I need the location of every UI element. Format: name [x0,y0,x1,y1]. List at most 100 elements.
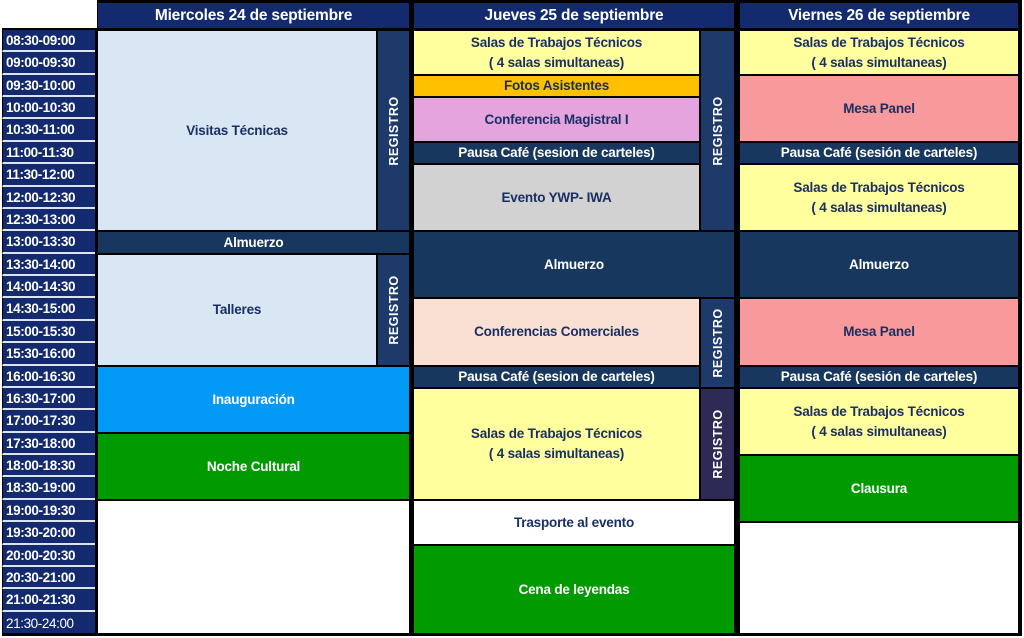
event-label: Salas de Trabajos Técnicos [793,34,965,50]
event-almuerzo: Almuerzo [739,231,1019,298]
registro-strip-label: REGISTRO [710,95,725,166]
day-header-viernes-26-de-septiembre: Viernes 26 de septiembre [739,2,1019,29]
event-salas-de-trabajos-tecnicos: Salas de Trabajos Técnicos ( 4 salas simu… [413,30,700,75]
time-slot-11-30-12-00: 11:30-12:00 [2,164,95,187]
event-empty-cell [739,522,1019,634]
event-label-line2: ( 4 salas simultaneas) [811,423,947,439]
event-label: Visitas Técnicas [186,122,288,138]
time-slot-17-00-17-30: 17:00-17:30 [2,410,95,433]
event-label: Pausa Café (sesión de carteles) [780,145,978,161]
time-slot-19-30-20-00: 19:30-20:00 [2,522,95,545]
time-slot-09-00-09-30: 09:00-09:30 [2,52,95,75]
event-label: Mesa Panel [843,100,915,116]
registro-strip-label: REGISTRO [386,95,401,166]
grid-divider [95,28,97,634]
registro-strip: REGISTRO [700,388,735,500]
time-slot-10-30-11-00: 10:30-11:00 [2,119,95,142]
event-label: Inauguración [212,391,295,407]
event-label: Conferencias Comerciales [474,324,639,340]
event-pausa-cafe-sesion-de-carteles: Pausa Café (sesión de carteles) [739,142,1019,164]
time-slot-14-30-15-00: 14:30-15:00 [2,298,95,321]
time-slot-15-00-15-30: 15:00-15:30 [2,321,95,343]
event-salas-de-trabajos-tecnicos: Salas de Trabajos Técnicos ( 4 salas simu… [413,388,700,500]
time-slot-17-30-18-00: 17:30-18:00 [2,433,95,455]
event-evento-ywp-iwa: Evento YWP- IWA [413,164,700,231]
event-label-line2: ( 4 salas simultaneas) [488,446,625,461]
event-label: Salas de Trabajos Técnicos [470,34,643,50]
registro-strip: REGISTRO [377,254,410,366]
time-slot-15-30-16-00: 15:30-16:00 [2,343,95,366]
time-slot-21-30-24-00: 21:30-24:00 [2,612,95,634]
grid-divider [2,28,1022,30]
event-label: Fotos Asistentes [503,78,610,94]
event-label-line2: ( 4 salas simultaneas) [811,54,947,70]
time-slot-13-30-14-00: 13:30-14:00 [2,254,95,276]
time-slot-12-00-12-30: 12:00-12:30 [2,187,95,209]
event-pausa-cafe-sesion-de-carteles: Pausa Café (sesion de carteles) [413,142,700,164]
time-slot-08-30-09-00: 08:30-09:00 [2,30,95,52]
event-mesa-panel: Mesa Panel [739,75,1019,142]
time-slot-20-00-20-30: 20:00-20:30 [2,545,95,567]
event-fotos-asistentes: Fotos Asistentes [413,75,700,97]
time-slot-18-30-19-00: 18:30-19:00 [2,477,95,500]
event-label: Pausa Café (sesión de carteles) [780,369,978,385]
event-label: Conferencia Magistral I [484,111,629,127]
grid-divider [1019,2,1022,634]
time-slot-14-00-14-30: 14:00-14:30 [2,276,95,298]
event-conferencias-comerciales: Conferencias Comerciales [413,298,700,366]
event-label: Salas de Trabajos Técnicos [793,179,965,195]
event-label: Evento YWP- IWA [501,189,612,205]
event-label: Salas de Trabajos Técnicos [793,403,965,419]
event-pausa-cafe-sesion-de-carteles: Pausa Café (sesion de carteles) [413,366,700,388]
time-slot-11-00-11-30: 11:00-11:30 [2,142,95,164]
time-slot-09-30-10-00: 09:30-10:00 [2,75,95,97]
time-slot-20-30-21-00: 20:30-21:00 [2,567,95,589]
event-label: Almuerzo [544,256,604,272]
time-slot-21-00-21-30: 21:00-21:30 [2,589,95,612]
event-inauguracion: Inauguración [97,366,410,433]
time-slot-10-00-10-30: 10:00-10:30 [2,97,95,119]
event-cena-de-leyendas: Cena de leyendas [413,545,735,634]
registro-strip: REGISTRO [377,30,410,231]
registro-strip: REGISTRO [700,298,735,388]
registro-strip: REGISTRO [700,30,735,231]
grid-divider [735,2,739,634]
event-noche-cultural: Noche Cultural [97,433,410,500]
event-label: Pausa Café (sesion de carteles) [458,145,655,161]
event-trasporte-al-evento: Trasporte al evento [413,500,735,545]
registro-strip-label: REGISTRO [710,409,725,479]
event-label: Clausura [850,480,908,496]
event-label: Salas de Trabajos Técnicos [470,426,643,442]
event-label: Almuerzo [849,256,909,272]
event-label: Pausa Café (sesion de carteles) [458,369,655,385]
time-slot-19-00-19-30: 19:00-19:30 [2,500,95,522]
registro-strip-label: REGISTRO [386,275,401,345]
grid-divider [2,633,1022,636]
grid-divider [97,0,1022,2]
event-almuerzo: Almuerzo [97,231,410,254]
event-label: Cena de leyendas [518,581,630,597]
registro-strip-label: REGISTRO [710,308,725,378]
event-salas-de-trabajos-tecnicos: Salas de Trabajos Técnicos ( 4 salas simu… [739,164,1019,231]
event-label: Mesa Panel [843,324,915,340]
event-clausura: Clausura [739,455,1019,522]
time-slot-12-30-13-00: 12:30-13:00 [2,209,95,231]
event-label: Almuerzo [223,234,284,250]
event-salas-de-trabajos-tecnicos: Salas de Trabajos Técnicos ( 4 salas simu… [739,388,1019,455]
event-visitas-tecnicas: Visitas Técnicas [97,30,377,231]
event-talleres: Talleres [97,254,377,366]
event-conferencia-magistral-i: Conferencia Magistral I [413,97,700,142]
event-pausa-cafe-sesion-de-carteles: Pausa Café (sesión de carteles) [739,366,1019,388]
time-slot-16-00-16-30: 16:00-16:30 [2,366,95,388]
event-almuerzo: Almuerzo [413,231,735,298]
event-label-line2: ( 4 salas simultaneas) [488,54,625,70]
event-mesa-panel: Mesa Panel [739,298,1019,366]
event-label: Trasporte al evento [514,514,634,530]
day-header-jueves-25-de-septiembre: Jueves 25 de septiembre [413,2,735,29]
day-header-miercoles-24-de-septiembre: Miercoles 24 de septiembre [97,2,410,29]
time-slot-16-30-17-00: 16:30-17:00 [2,388,95,410]
event-salas-de-trabajos-tecnicos: Salas de Trabajos Técnicos ( 4 salas simu… [739,30,1019,75]
event-label-line2: ( 4 salas simultaneas) [811,199,947,215]
event-label: Talleres [212,302,262,318]
